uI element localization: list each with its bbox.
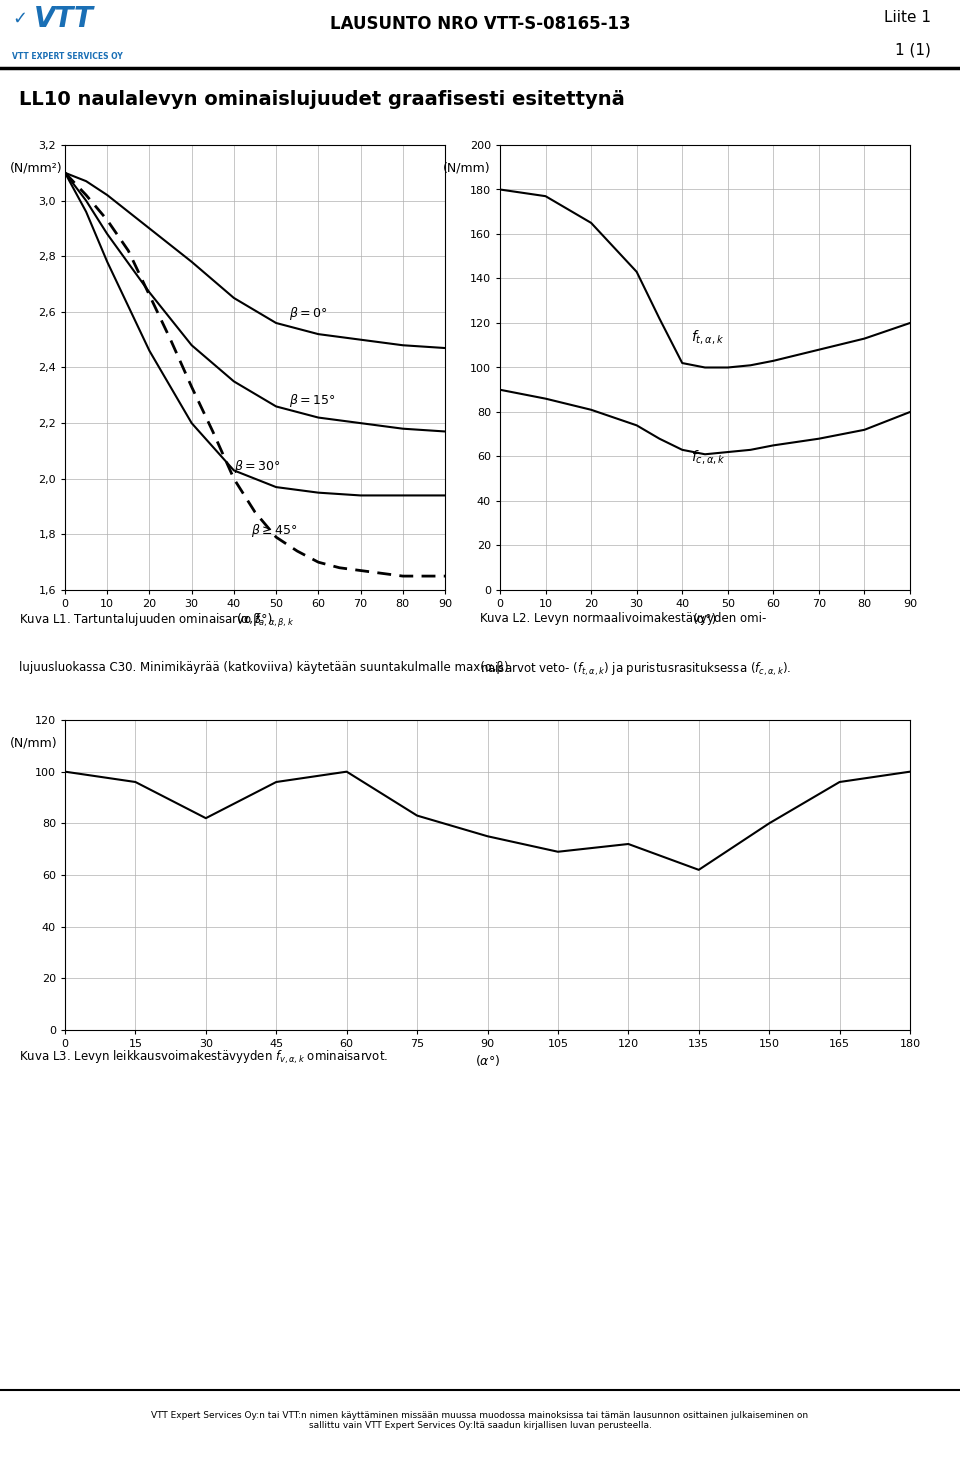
Text: $\beta = 30°$: $\beta = 30°$	[234, 458, 280, 476]
Text: (N/mm²): (N/mm²)	[10, 161, 62, 174]
Text: LL10 naulalevyn ominaislujuudet graafisesti esitettynä: LL10 naulalevyn ominaislujuudet graafise…	[19, 89, 625, 108]
X-axis label: $(\alpha°)$: $(\alpha°)$	[475, 1053, 500, 1069]
Text: (N/mm): (N/mm)	[10, 736, 58, 750]
Text: $\beta = 0°$: $\beta = 0°$	[289, 306, 327, 322]
Text: Kuva L2. Levyn normaalivoimakestävyyden omi-: Kuva L2. Levyn normaalivoimakestävyyden …	[480, 612, 766, 625]
X-axis label: (α°): (α°)	[693, 613, 717, 627]
Text: Liite 1: Liite 1	[884, 10, 931, 25]
Text: $\beta \geq 45°$: $\beta \geq 45°$	[251, 523, 298, 539]
Text: lujuusluokassa C30. Minimikäyrää (katkoviiva) käytetään suuntakulmalle max(α,β).: lujuusluokassa C30. Minimikäyrää (katkov…	[19, 660, 513, 673]
Text: Kuva L1. Tartuntalujuuden ominaisarvo $f_{a,\alpha,\beta,k}$: Kuva L1. Tartuntalujuuden ominaisarvo $f…	[19, 612, 295, 630]
Text: $f_{t,\alpha,k}$: $f_{t,\alpha,k}$	[691, 328, 725, 346]
Text: naisarvot veto- ($f_{t,\alpha,k}$) ja puristusrasituksessa ($f_{c,\alpha,k}$).: naisarvot veto- ($f_{t,\alpha,k}$) ja pu…	[480, 660, 791, 678]
Text: 1 (1): 1 (1)	[896, 42, 931, 57]
Text: ✓: ✓	[12, 10, 28, 28]
Text: VTT Expert Services Oy:n tai VTT:n nimen käyttäminen missään muussa muodossa mai: VTT Expert Services Oy:n tai VTT:n nimen…	[152, 1411, 808, 1430]
Text: Kuva L3. Levyn leikkausvoimakestävyyden $f_{v,\alpha,k}$ ominaisarvot.: Kuva L3. Levyn leikkausvoimakestävyyden …	[19, 1050, 389, 1066]
Text: $f_{c,\alpha,k}$: $f_{c,\alpha,k}$	[691, 448, 726, 467]
X-axis label: (α,β°): (α,β°)	[237, 613, 274, 627]
Text: LAUSUNTO NRO VTT-S-08165-13: LAUSUNTO NRO VTT-S-08165-13	[329, 15, 631, 32]
Text: VTT EXPERT SERVICES OY: VTT EXPERT SERVICES OY	[12, 53, 123, 61]
Text: $\beta = 15°$: $\beta = 15°$	[289, 392, 335, 408]
Text: VTT: VTT	[34, 6, 93, 34]
Text: (N/mm): (N/mm)	[443, 161, 490, 174]
